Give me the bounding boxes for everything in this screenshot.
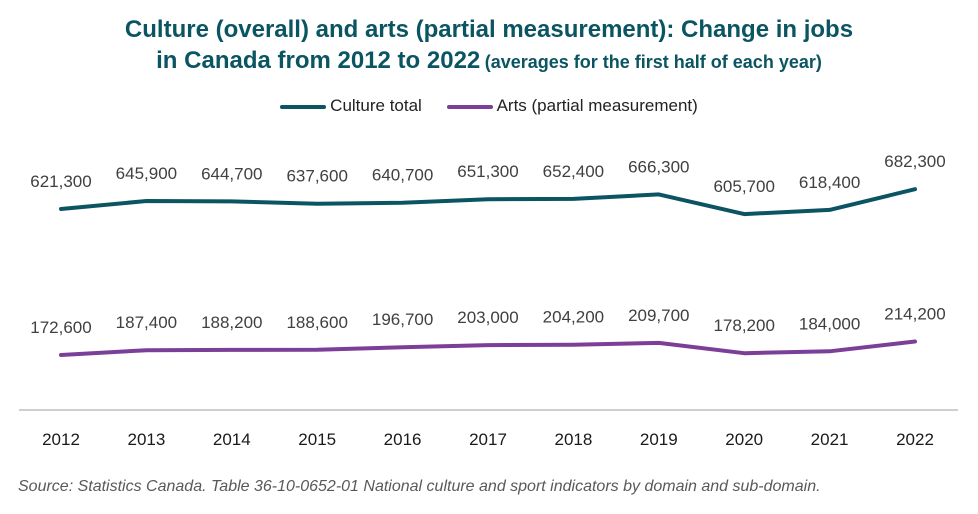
data-label-culture: 682,300 [884, 152, 945, 171]
chart-legend: Culture total Arts (partial measurement) [0, 96, 978, 116]
chart-title-line2: in Canada from 2012 to 2022 [156, 47, 481, 74]
data-label-arts: 196,700 [372, 310, 433, 329]
data-label-arts: 178,200 [713, 316, 774, 335]
chart-title: Culture (overall) and arts (partial meas… [0, 14, 978, 79]
x-tick-label: 2015 [298, 430, 336, 449]
data-label-culture: 652,400 [543, 162, 604, 181]
data-label-arts: 188,200 [201, 313, 262, 332]
legend-item-arts: Arts (partial measurement) [446, 96, 698, 116]
series-line-arts [59, 339, 917, 357]
chart-title-line1: Culture (overall) and arts (partial meas… [124, 16, 854, 43]
x-tick-label: 2020 [725, 430, 763, 449]
legend-label-arts: Arts (partial measurement) [496, 96, 698, 115]
x-tick-label: 2021 [811, 430, 849, 449]
data-label-arts: 204,200 [543, 308, 604, 327]
data-label-arts: 188,600 [286, 313, 347, 332]
data-label-culture: 618,400 [799, 173, 860, 192]
data-label-arts: 209,700 [628, 306, 689, 325]
legend-swatch-culture [280, 104, 327, 109]
chart-title-subtitle: (averages for the first half of each yea… [484, 52, 822, 72]
data-label-culture: 605,700 [713, 177, 774, 196]
data-label-culture: 644,700 [201, 164, 262, 183]
x-tick-label: 2019 [640, 430, 678, 449]
x-tick-label: 2022 [896, 430, 934, 449]
data-label-culture: 645,900 [116, 164, 177, 183]
x-tick-label: 2012 [42, 430, 80, 449]
data-label-arts: 214,200 [884, 304, 945, 323]
data-label-culture: 651,300 [457, 162, 518, 181]
source-note: Source: Statistics Canada. Table 36-10-0… [18, 478, 821, 495]
x-tick-label: 2014 [213, 430, 251, 449]
x-tick-label: 2013 [127, 430, 165, 449]
legend-item-culture: Culture total [280, 96, 422, 116]
data-label-arts: 203,000 [457, 308, 518, 327]
data-label-culture: 621,300 [30, 172, 91, 191]
x-tick-label: 2016 [384, 430, 422, 449]
legend-swatch-arts [446, 104, 493, 109]
data-label-arts: 187,400 [116, 313, 177, 332]
series-line-culture [59, 187, 917, 217]
data-label-culture: 640,700 [372, 166, 433, 185]
data-label-arts: 172,600 [30, 318, 91, 337]
data-label-culture: 666,300 [628, 157, 689, 176]
legend-label-culture: Culture total [330, 96, 422, 115]
data-label-culture: 637,600 [286, 167, 347, 186]
x-tick-label: 2017 [469, 430, 507, 449]
data-label-arts: 184,000 [799, 314, 860, 333]
x-tick-label: 2018 [554, 430, 592, 449]
